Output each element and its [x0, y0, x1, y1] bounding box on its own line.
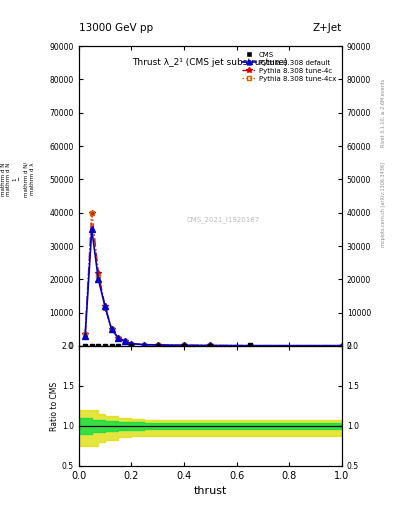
Text: 13000 GeV pp: 13000 GeV pp	[79, 23, 153, 33]
Text: Thrust λ_2¹ (CMS jet substructure): Thrust λ_2¹ (CMS jet substructure)	[132, 58, 288, 67]
Text: Z+Jet: Z+Jet	[313, 23, 342, 33]
Text: CMS_2021_I1920187: CMS_2021_I1920187	[187, 217, 260, 223]
Legend: CMS, Pythia 8.308 default, Pythia 8.308 tune-4c, Pythia 8.308 tune-4cx: CMS, Pythia 8.308 default, Pythia 8.308 …	[240, 50, 338, 84]
X-axis label: thrust: thrust	[194, 486, 227, 496]
Y-axis label: Ratio to CMS: Ratio to CMS	[50, 381, 59, 431]
Text: Rivet 3.1.10, ≥ 2.6M events: Rivet 3.1.10, ≥ 2.6M events	[381, 78, 386, 147]
Text: mcplots.cern.ch [arXiv:1306.3436]: mcplots.cern.ch [arXiv:1306.3436]	[381, 162, 386, 247]
Text: mathrm d²N
mathrm d N
mathrm d N
mathrm d N
1
─
mathrm d N/
mathrm d λ: mathrm d²N mathrm d N mathrm d N mathrm …	[0, 162, 35, 197]
